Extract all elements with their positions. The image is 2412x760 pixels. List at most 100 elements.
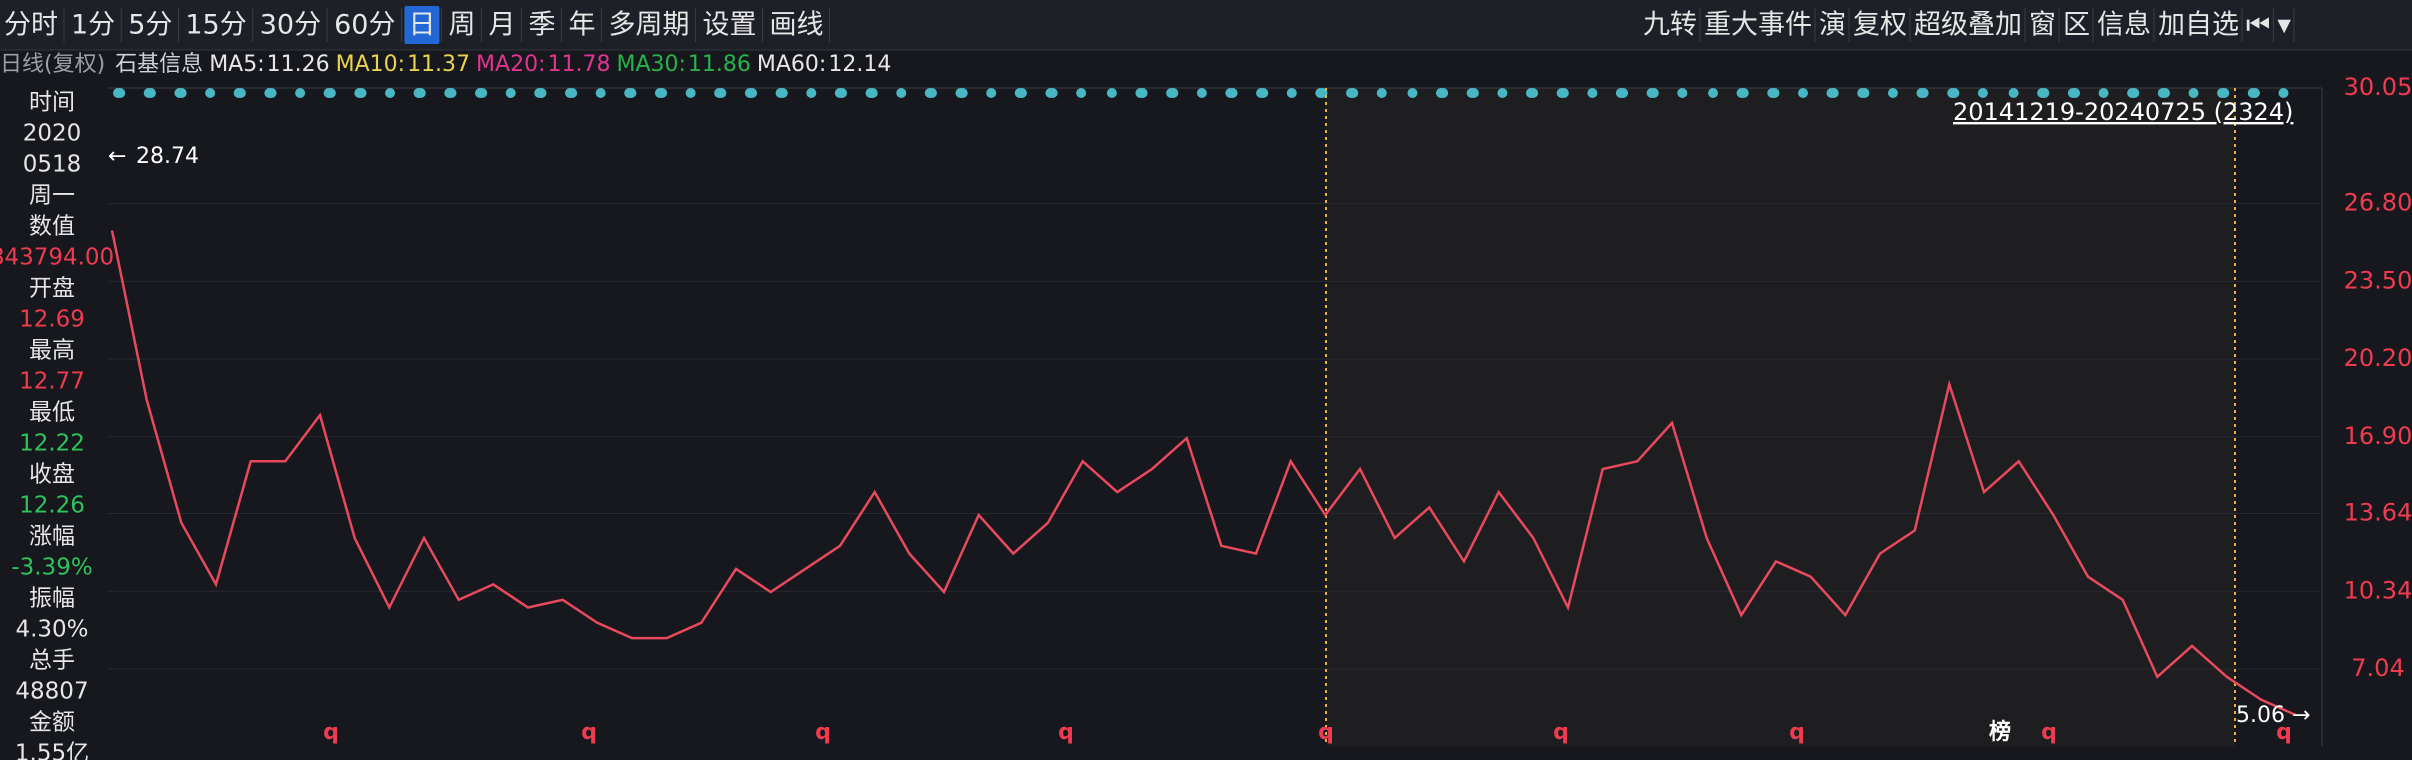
toolbar-button[interactable]: 超级叠加 <box>1914 10 2022 41</box>
signal-dot <box>2188 88 2199 98</box>
signal-dot <box>1076 88 1087 98</box>
info-text: MA5: <box>209 52 264 77</box>
toolbar-button[interactable]: 重大事件 <box>1704 10 1812 41</box>
signal-dot <box>115 88 126 98</box>
y-tick-label: 13.64 <box>2344 499 2412 527</box>
toolbar-button[interactable]: 复权 <box>1853 10 1907 41</box>
event-marker[interactable]: q <box>1058 720 1074 745</box>
high-arrow: ← <box>108 144 126 169</box>
sidebar-value: 0518 <box>23 152 82 178</box>
sidebar-value: -3.39% <box>11 555 92 581</box>
signal-dot <box>1348 88 1359 98</box>
toolbar-button[interactable]: 月 <box>488 10 515 41</box>
signal-dot <box>1438 88 1449 98</box>
sidebar-label: 数值 <box>29 214 75 240</box>
signal-dot <box>295 88 306 98</box>
signal-dot <box>1137 88 1148 98</box>
price-line <box>110 230 2297 717</box>
y-tick-label: 7.04 <box>2351 654 2404 682</box>
signal-dot <box>325 88 336 98</box>
toolbar-button[interactable]: 日 <box>408 10 435 41</box>
signal-dot <box>626 88 637 98</box>
signal-dot <box>896 88 907 98</box>
signal-dot <box>1587 88 1598 98</box>
signal-dot <box>1859 88 1870 98</box>
toolbar-button[interactable]: 区 <box>2063 10 2090 41</box>
signal-dot <box>1618 88 1629 98</box>
sidebar-label: 最低 <box>29 400 75 426</box>
info-text: 石基信息 <box>115 52 203 77</box>
sidebar-value: 1.55亿 <box>15 741 89 760</box>
toolbar-button[interactable]: 年 <box>568 10 595 41</box>
signal-dot <box>1949 88 1960 98</box>
toolbar-button[interactable]: 5分 <box>128 10 172 41</box>
signal-dot <box>205 88 216 98</box>
toolbar-button[interactable]: 画线 <box>769 10 823 41</box>
signal-dot <box>747 88 758 98</box>
event-marker[interactable]: q <box>1553 720 1569 745</box>
toolbar-button[interactable]: 信息 <box>2097 10 2151 41</box>
sidebar-value: 12.22 <box>19 431 85 457</box>
toolbar-button[interactable]: 1分 <box>71 10 115 41</box>
event-marker[interactable]: q <box>1318 720 1334 745</box>
signal-dot <box>2160 88 2171 98</box>
info-text: 日线(复权) <box>0 52 105 77</box>
signal-dot <box>1047 88 1058 98</box>
event-marker[interactable]: q <box>581 720 597 745</box>
event-marker[interactable]: q <box>815 720 831 745</box>
toolbar-button[interactable]: 季 <box>528 10 555 41</box>
event-marker[interactable]: q <box>1789 720 1805 745</box>
signal-dot <box>1828 88 1839 98</box>
signal-dot <box>2249 88 2260 98</box>
toolbar <box>0 0 2412 50</box>
signal-dot <box>926 88 937 98</box>
signal-dot <box>1708 88 1719 98</box>
toolbar-button[interactable]: 15分 <box>185 10 246 41</box>
toolbar-button[interactable]: 60分 <box>334 10 395 41</box>
signal-dot <box>867 88 878 98</box>
signal-dot <box>1016 88 1027 98</box>
toolbar-button[interactable]: 多周期 <box>608 10 689 41</box>
signal-dot <box>266 88 277 98</box>
signal-dot <box>1168 88 1179 98</box>
y-tick-label: 20.20 <box>2344 344 2412 372</box>
signal-dot <box>2219 88 2230 98</box>
signal-dot <box>235 88 246 98</box>
signal-dot <box>1558 88 1569 98</box>
signal-dot <box>2070 88 2081 98</box>
info-text: 11.26 <box>267 52 330 77</box>
toolbar-button[interactable]: 加自选 <box>2158 10 2239 41</box>
sidebar-value: 4.30% <box>15 617 88 643</box>
signal-dot <box>1376 88 1387 98</box>
y-top-label: 30.05 <box>2344 73 2412 101</box>
signal-dot <box>1407 88 1418 98</box>
signal-dot <box>657 88 668 98</box>
low-label: 5.06 <box>2236 703 2285 728</box>
toolbar-button[interactable]: 九转 <box>1643 10 1697 41</box>
event-marker[interactable]: q <box>323 720 339 745</box>
signal-dot <box>1918 88 1929 98</box>
range-label: 20141219-20240725 (2324) <box>1953 98 2293 126</box>
event-marker[interactable]: 榜 <box>1989 719 2011 745</box>
signal-dot <box>1468 88 1479 98</box>
signal-dot <box>1648 88 1659 98</box>
sidebar-value: 2020 <box>23 121 82 147</box>
signal-dot <box>2098 88 2109 98</box>
signal-dot <box>176 88 187 98</box>
toolbar-button[interactable]: 设置 <box>702 10 756 41</box>
sidebar-value: 12.77 <box>19 369 85 395</box>
signal-dot <box>1258 88 1269 98</box>
toolbar-button[interactable]: 30分 <box>260 10 321 41</box>
event-marker[interactable]: q <box>2276 720 2292 745</box>
toolbar-button[interactable]: ▾ <box>2277 10 2291 41</box>
signal-dot <box>1797 88 1808 98</box>
low-arrow: → <box>2292 703 2310 728</box>
toolbar-button[interactable]: 分时 <box>4 10 58 41</box>
event-marker[interactable]: q <box>2041 720 2057 745</box>
toolbar-button[interactable]: 周 <box>448 10 475 41</box>
toolbar-button[interactable]: 窗 <box>2029 10 2056 41</box>
toolbar-button[interactable]: 演 <box>1819 10 1846 41</box>
signal-dot <box>1738 88 1749 98</box>
toolbar-button[interactable]: ⏮ <box>2246 10 2270 41</box>
